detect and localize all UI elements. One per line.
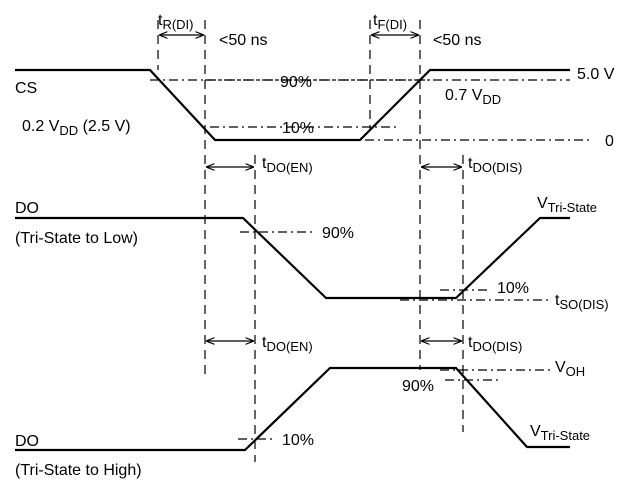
do-high-10-label: 10% bbox=[282, 432, 314, 449]
vdd-02-label: 0.2 VDD (2.5 V) bbox=[22, 118, 131, 138]
cs-label: CS bbox=[15, 80, 37, 97]
cs-90-label: 90% bbox=[280, 74, 312, 91]
dodis-label-1: tDO(DIS) bbox=[468, 155, 522, 175]
doen-label-2: tDO(EN) bbox=[262, 334, 313, 354]
cs-10-label: 10% bbox=[282, 120, 314, 137]
tf-label: tF(DI) bbox=[373, 12, 407, 32]
zero-volt-label: 0 bbox=[605, 133, 614, 150]
dodis-label-2: tDO(DIS) bbox=[468, 334, 522, 354]
do-high-90-label: 90% bbox=[402, 378, 434, 395]
tr-label: tR(DI) bbox=[158, 12, 194, 32]
do-low-90-label: 90% bbox=[322, 225, 354, 242]
do-low-caption: (Tri-State to Low) bbox=[15, 230, 138, 247]
doen-label-1: tDO(EN) bbox=[262, 155, 313, 175]
do-high-caption: (Tri-State to High) bbox=[15, 462, 142, 479]
do-high-label: DO bbox=[15, 433, 39, 450]
vtristate-label-1: VTri-State bbox=[537, 195, 597, 215]
tsodis-label: tSO(DIS) bbox=[555, 292, 609, 312]
vtristate-label-2: VTri-State bbox=[530, 423, 590, 443]
vdd-07-label: 0.7 VDD bbox=[445, 87, 501, 107]
do-high-waveform bbox=[15, 366, 570, 452]
do-low-10-label: 10% bbox=[497, 280, 529, 297]
tf-duration-label: <50 ns bbox=[433, 32, 481, 49]
cs-waveform bbox=[15, 68, 570, 142]
voh-label: VOH bbox=[555, 359, 585, 379]
do-low-waveform bbox=[15, 216, 570, 300]
five-volt-label: 5.0 V bbox=[577, 66, 615, 83]
do-low-label: DO bbox=[15, 200, 39, 217]
tr-duration-label: <50 ns bbox=[219, 32, 267, 49]
